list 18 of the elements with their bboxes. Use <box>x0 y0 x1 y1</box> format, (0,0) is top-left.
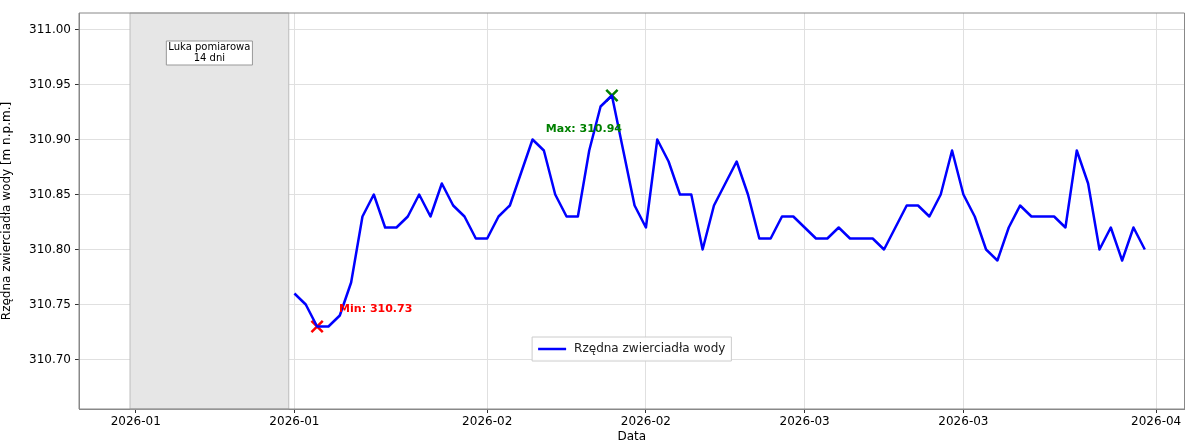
y-tick-label: 310.80 <box>29 241 71 256</box>
y-axis-title: Rzędna zwierciadła wody [m n.p.m.] <box>0 101 14 321</box>
y-tick-label: 310.90 <box>29 131 71 146</box>
band-label: Luka pomiarowa 14 dni <box>168 41 251 64</box>
y-tick-label: 310.75 <box>29 296 71 311</box>
x-axis-title: Data <box>617 428 647 443</box>
x-tick-label: 2026-01 <box>269 414 320 429</box>
x-tick-label: 2026-03 <box>779 414 830 429</box>
x-tick-label: 2026-03 <box>938 414 989 429</box>
legend-label: Rzędna zwierciadła wody <box>574 341 726 356</box>
x-tick-label: 2026-01 <box>110 414 161 429</box>
x-tick-label: 2026-04 <box>1131 414 1182 429</box>
x-tick-label: 2026-02 <box>462 414 513 429</box>
y-tick-label: 311.00 <box>29 21 71 36</box>
x-tick-label: 2026-02 <box>620 414 671 429</box>
y-tick-label: 310.85 <box>29 186 71 201</box>
y-tick-label: 310.70 <box>29 351 71 366</box>
y-tick-label: 310.95 <box>29 76 71 91</box>
